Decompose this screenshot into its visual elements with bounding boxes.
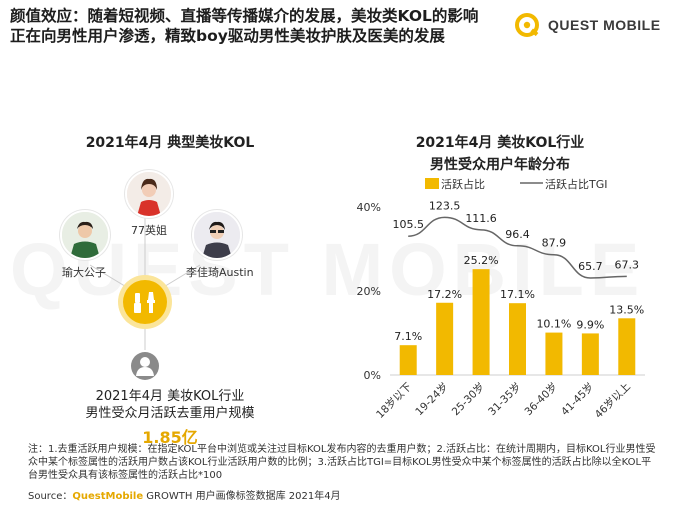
kol-avatar-lijiaqi <box>192 210 242 260</box>
bar-value-label: 7.1% <box>394 330 422 343</box>
tgi-value-label: 87.9 <box>542 237 567 250</box>
kol-audience-value: 1.85亿 <box>142 428 198 447</box>
tgi-value-label: 65.7 <box>578 260 603 273</box>
tgi-line <box>408 216 627 279</box>
kol-audience-caption-line2: 男性受众月活跃去重用户规模 <box>85 406 255 421</box>
x-tick-label: 31-35岁 <box>485 380 523 418</box>
kol-avatar-yudagongzi <box>60 210 110 260</box>
user-icon <box>131 352 159 380</box>
kol-name-lijiaqi: 李佳琦Austin <box>186 266 254 279</box>
kol-name-yudagongzi: 瑜大公子 <box>62 266 106 279</box>
logo-text: QUEST MOBILE <box>548 17 661 33</box>
logo: QUEST MOBILE <box>514 10 661 40</box>
x-tick-label: 25-30岁 <box>449 380 487 418</box>
y-tick-label: 20% <box>357 285 381 298</box>
source-brand: QuestMobile <box>72 491 144 502</box>
tgi-value-label: 111.6 <box>465 212 497 225</box>
tgi-value-label: 123.5 <box>429 199 461 212</box>
chart-footnote: 注：1.去重活跃用户规模：在指定KOL平台中浏览或关注过目标KOL发布内容的去重… <box>28 444 656 481</box>
source-line: Source：QuestMobile GROWTH 用户画像标签数据库 2021… <box>28 487 341 502</box>
kol-panel-title: 2021年4月 典型美妆KOL <box>85 135 255 151</box>
quest-mobile-logo-icon <box>514 12 540 38</box>
bar <box>436 302 454 375</box>
x-tick-label: 19-24岁 <box>413 380 451 418</box>
bar-value-label: 17.2% <box>427 288 462 301</box>
bar <box>472 269 490 375</box>
kol-connector-lines <box>89 215 201 350</box>
bar-value-label: 10.1% <box>536 318 571 331</box>
bar <box>399 345 417 375</box>
x-tick-label: 36-40岁 <box>522 380 560 418</box>
kol-avatar-77yingjie <box>125 170 173 218</box>
kol-name-77yingjie: 77英姐 <box>131 224 167 237</box>
bar-value-label: 25.2% <box>464 254 499 267</box>
page-headline: 颜值效应：随着短视频、直播等传播媒介的发展，美妆类KOL的影响正在向男性用户渗透… <box>10 7 479 45</box>
chart-title: 2021年4月 美妆KOL行业 <box>415 135 585 151</box>
legend-bar-swatch <box>425 178 439 189</box>
kol-audience-caption-line1: 2021年4月 美妆KOL行业 <box>95 389 245 404</box>
tgi-value-label: 67.3 <box>615 258 640 271</box>
bar-value-label: 9.9% <box>576 318 604 331</box>
bar-value-label: 13.5% <box>609 303 644 316</box>
source-rest: GROWTH 用户画像标签数据库 2021年4月 <box>143 491 341 502</box>
bar <box>509 303 526 375</box>
source-prefix: Source： <box>28 491 73 502</box>
y-tick-label: 40% <box>357 201 381 214</box>
bar <box>545 332 563 375</box>
chart-subtitle: 男性受众用户年龄分布 <box>430 157 570 173</box>
tgi-value-label: 96.4 <box>505 228 530 241</box>
bar <box>581 333 599 375</box>
legend-line-label: 活跃占比TGI <box>545 177 608 191</box>
bar-value-label: 17.1% <box>500 288 535 301</box>
kol-audience-caption: 2021年4月 美妆KOL行业 男性受众月活跃去重用户规模 <box>60 388 280 422</box>
bar <box>618 318 636 375</box>
tgi-value-label: 105.5 <box>392 218 424 231</box>
age-distribution-chart: 活跃占比 活跃占比TGI 0% 20% 40% 7.1% 18岁以下 17.2% 19-24… <box>357 177 645 421</box>
makeup-brush-icon <box>123 280 167 324</box>
x-tick-label: 18岁以下 <box>373 380 414 421</box>
legend-bar-label: 活跃占比 <box>441 177 485 191</box>
x-tick-label: 46岁以上 <box>592 380 633 421</box>
y-tick-label: 0% <box>364 369 381 382</box>
x-tick-label: 41-45岁 <box>558 380 596 418</box>
background-watermark: QUEST MOBILE <box>10 228 646 311</box>
